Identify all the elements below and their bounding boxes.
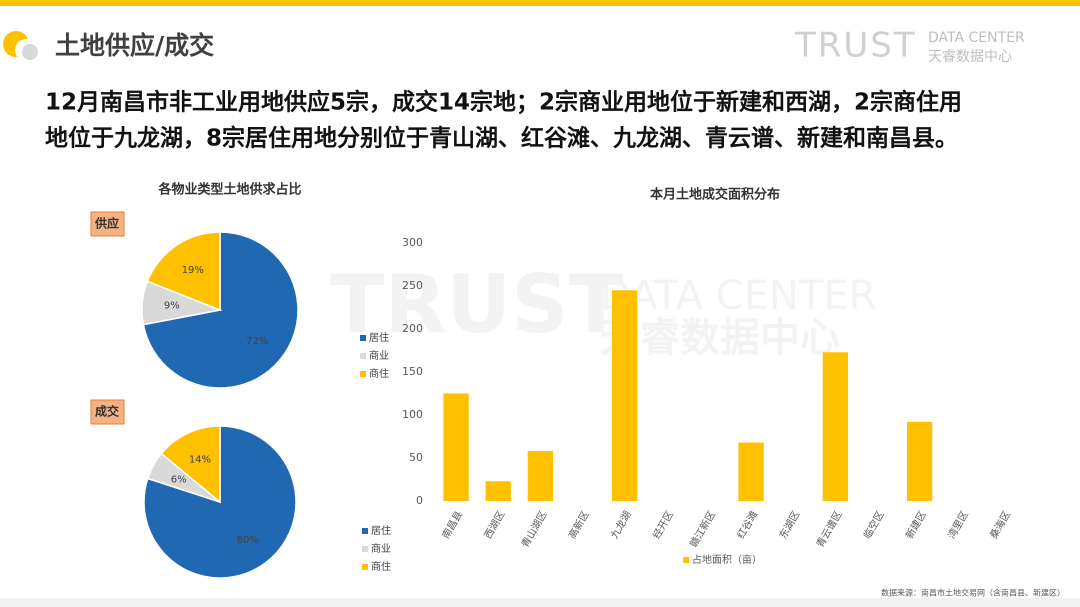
- bar: [907, 421, 933, 501]
- legend-swatch: [362, 564, 368, 570]
- header-icon-dot: [22, 44, 38, 60]
- legend-label: 商业: [369, 349, 389, 362]
- data-label: 9%: [164, 300, 180, 311]
- logo-main: TRUST: [794, 26, 917, 66]
- tag-box: [90, 399, 125, 425]
- x-tick-label: 湾里区: [945, 509, 971, 541]
- top-bar: [0, 0, 1080, 6]
- data-label: 72%: [246, 336, 268, 347]
- x-tick-label: 西湖区: [482, 509, 507, 541]
- legend-label: 商住: [371, 560, 391, 573]
- y-tick-label: 50: [409, 451, 423, 464]
- tag-label: 供应: [94, 216, 119, 231]
- summary-line: 12月南昌市非工业用地供应5宗，成交14宗地；2宗商业用地位于新建和西湖，2宗商…: [45, 89, 962, 116]
- bar: [822, 352, 848, 501]
- tag-label: 成交: [95, 404, 119, 419]
- y-tick-label: 250: [402, 279, 423, 292]
- bar: [612, 290, 638, 501]
- legend-label: 商业: [371, 542, 391, 555]
- x-tick-label: 赣江新区: [687, 509, 718, 550]
- x-tick-label: 九龙湖: [608, 509, 634, 541]
- legend-label: 占地面积（亩）: [692, 553, 762, 566]
- source-note: 数据来源：南昌市土地交易网（含南昌县、新建区）: [881, 588, 1065, 598]
- legend-swatch: [362, 528, 368, 534]
- data-label: 19%: [182, 265, 204, 276]
- pie-slice: [160, 425, 221, 504]
- x-tick-label: 新建区: [903, 509, 929, 541]
- legend-swatch: [360, 335, 366, 341]
- watermark-cn: 天睿数据中心: [600, 315, 840, 361]
- header-title: 土地供应/成交: [55, 31, 214, 60]
- y-tick-label: 100: [402, 408, 423, 421]
- summary-line: 地位于九龙湖，8宗居住用地分别位于青山湖、红谷滩、九龙湖、青云谱、新建和南昌县。: [45, 125, 958, 152]
- x-tick-label: 青云谱区: [813, 509, 844, 550]
- pie-slice: [146, 231, 221, 312]
- legend-swatch: [360, 371, 366, 377]
- legend-swatch: [362, 546, 368, 552]
- bar: [485, 481, 511, 501]
- x-tick-label: 临空区: [860, 509, 886, 541]
- y-tick-label: 300: [402, 236, 423, 249]
- x-tick-label: 红谷滩: [734, 509, 760, 541]
- logo-sub: DATA CENTER: [928, 30, 1025, 46]
- x-tick-label: 经开区: [650, 509, 676, 541]
- logo-cn: 天睿数据中心: [928, 49, 1012, 65]
- data-label: 6%: [171, 474, 187, 485]
- bar: [443, 393, 469, 501]
- chart-title: 本月土地成交面积分布: [650, 187, 780, 203]
- bottom-bar: [0, 598, 1080, 607]
- watermark-sub: DATA CENTER: [600, 273, 876, 319]
- legend-label: 居住: [369, 331, 389, 344]
- x-tick-label: 高新区: [565, 509, 591, 541]
- legend-label: 商住: [369, 367, 389, 380]
- x-tick-label: 青山湖区: [518, 509, 549, 550]
- tag-box: [90, 211, 125, 237]
- data-label: 80%: [237, 535, 259, 546]
- legend-swatch: [683, 557, 689, 563]
- watermark-main: TRUST: [330, 258, 624, 351]
- x-tick-label: 桑海区: [987, 509, 1013, 541]
- y-tick-label: 0: [416, 494, 423, 507]
- x-tick-label: 东湖区: [776, 509, 802, 541]
- chart-title: 各物业类型土地供求占比: [157, 182, 301, 198]
- legend-label: 居住: [371, 524, 391, 537]
- y-tick-label: 150: [402, 365, 423, 378]
- bar: [527, 451, 553, 501]
- legend-swatch: [360, 353, 366, 359]
- bar: [738, 442, 764, 501]
- x-tick-label: 南昌县: [439, 509, 465, 541]
- data-label: 14%: [189, 454, 211, 465]
- y-tick-label: 200: [402, 322, 423, 335]
